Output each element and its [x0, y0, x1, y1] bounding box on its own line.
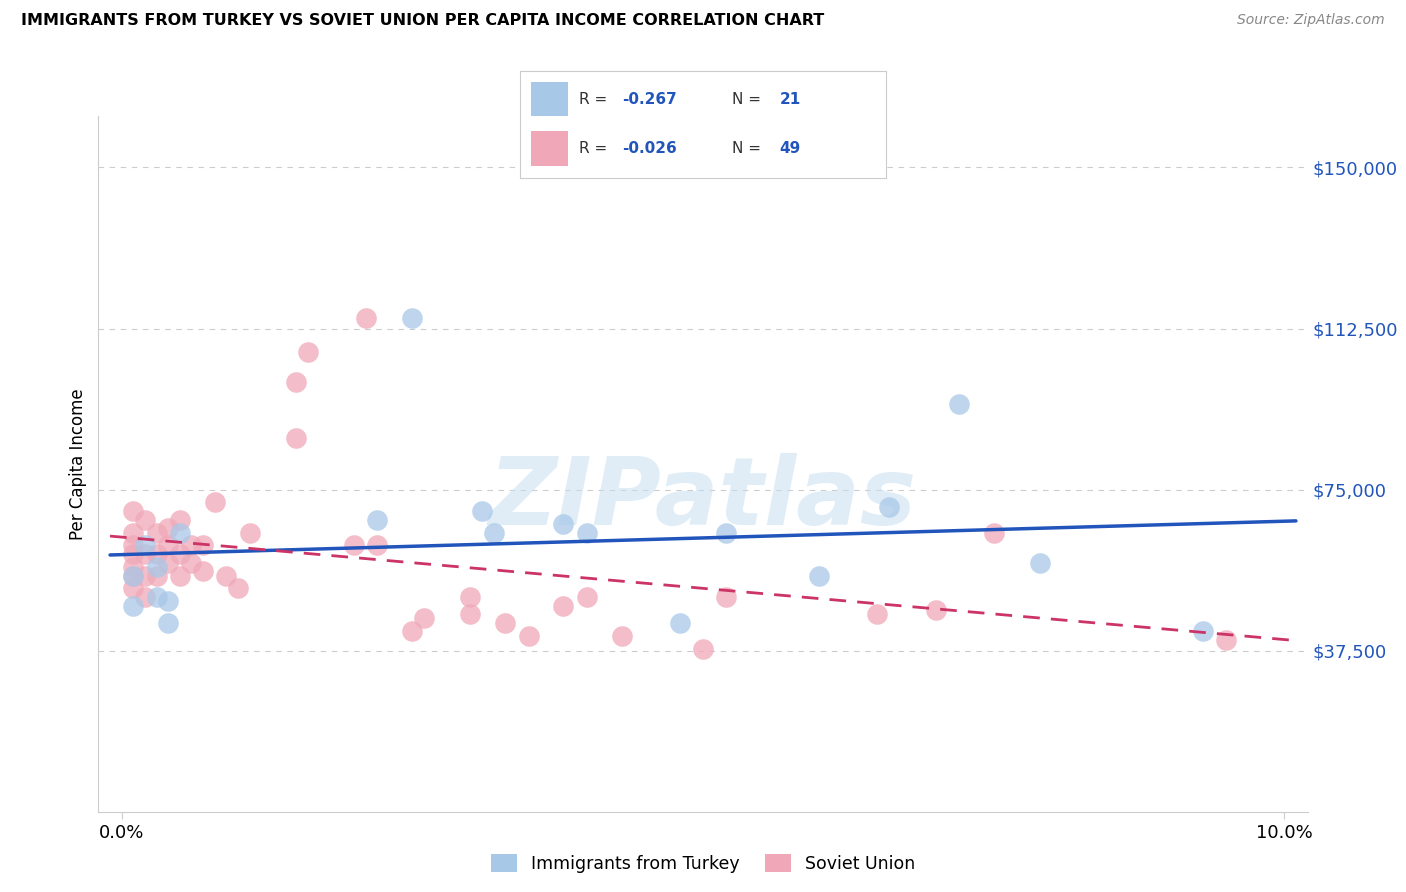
Point — [122, 504, 145, 518]
Text: IMMIGRANTS FROM TURKEY VS SOVIET UNION PER CAPITA INCOME CORRELATION CHART: IMMIGRANTS FROM TURKEY VS SOVIET UNION P… — [21, 13, 824, 29]
Point — [157, 538, 180, 552]
Point — [122, 568, 145, 582]
Point — [482, 525, 505, 540]
Point — [1192, 624, 1215, 639]
Point — [668, 615, 690, 630]
Point — [983, 525, 1005, 540]
Point — [553, 599, 575, 613]
Point — [866, 607, 889, 622]
Point — [145, 547, 167, 561]
Point — [517, 629, 540, 643]
Point — [553, 516, 575, 531]
Point — [157, 594, 180, 608]
Point — [122, 538, 145, 552]
Point — [877, 500, 900, 514]
Point — [215, 568, 238, 582]
Point — [180, 556, 202, 570]
Point — [122, 599, 145, 613]
Point — [145, 525, 167, 540]
Point — [134, 568, 156, 582]
Point — [354, 310, 377, 325]
Y-axis label: Per Capita Income: Per Capita Income — [69, 388, 87, 540]
Point — [575, 590, 598, 604]
Point — [204, 495, 226, 509]
Point — [157, 615, 180, 630]
Text: 49: 49 — [780, 141, 801, 156]
Point — [610, 629, 633, 643]
Point — [285, 376, 308, 390]
Point — [494, 615, 516, 630]
Point — [285, 431, 308, 445]
Point — [575, 525, 598, 540]
Point — [924, 603, 946, 617]
Point — [226, 582, 249, 596]
Point — [460, 590, 482, 604]
Point — [122, 568, 145, 582]
Point — [471, 504, 494, 518]
Text: 21: 21 — [780, 92, 801, 107]
Point — [401, 310, 423, 325]
Point — [366, 513, 388, 527]
Point — [1029, 556, 1052, 570]
Point — [692, 641, 714, 656]
Text: -0.026: -0.026 — [623, 141, 678, 156]
Point — [122, 525, 145, 540]
Point — [134, 538, 156, 552]
Point — [460, 607, 482, 622]
Point — [134, 547, 156, 561]
Point — [134, 513, 156, 527]
Point — [122, 547, 145, 561]
Point — [145, 568, 167, 582]
Point — [413, 611, 436, 625]
FancyBboxPatch shape — [531, 131, 568, 166]
Point — [157, 521, 180, 535]
Point — [169, 568, 191, 582]
Point — [169, 513, 191, 527]
Text: ZIPatlas: ZIPatlas — [489, 452, 917, 545]
Point — [180, 538, 202, 552]
Point — [157, 556, 180, 570]
Point — [716, 525, 738, 540]
Point — [239, 525, 262, 540]
Point — [297, 345, 319, 359]
Point — [145, 560, 167, 574]
Text: Source: ZipAtlas.com: Source: ZipAtlas.com — [1237, 13, 1385, 28]
Point — [169, 525, 191, 540]
Text: N =: N = — [733, 141, 766, 156]
Text: N =: N = — [733, 92, 766, 107]
Point — [191, 538, 214, 552]
Text: R =: R = — [579, 92, 612, 107]
Point — [122, 560, 145, 574]
Point — [191, 564, 214, 578]
Point — [808, 568, 831, 582]
Legend: Immigrants from Turkey, Soviet Union: Immigrants from Turkey, Soviet Union — [484, 847, 922, 880]
Text: R =: R = — [579, 141, 612, 156]
Point — [1215, 632, 1237, 647]
Point — [948, 397, 970, 411]
Point — [716, 590, 738, 604]
Point — [169, 547, 191, 561]
Point — [343, 538, 366, 552]
Point — [145, 590, 167, 604]
Point — [366, 538, 388, 552]
Point — [134, 590, 156, 604]
Text: -0.267: -0.267 — [623, 92, 678, 107]
Point — [401, 624, 423, 639]
FancyBboxPatch shape — [531, 82, 568, 116]
Point — [122, 582, 145, 596]
